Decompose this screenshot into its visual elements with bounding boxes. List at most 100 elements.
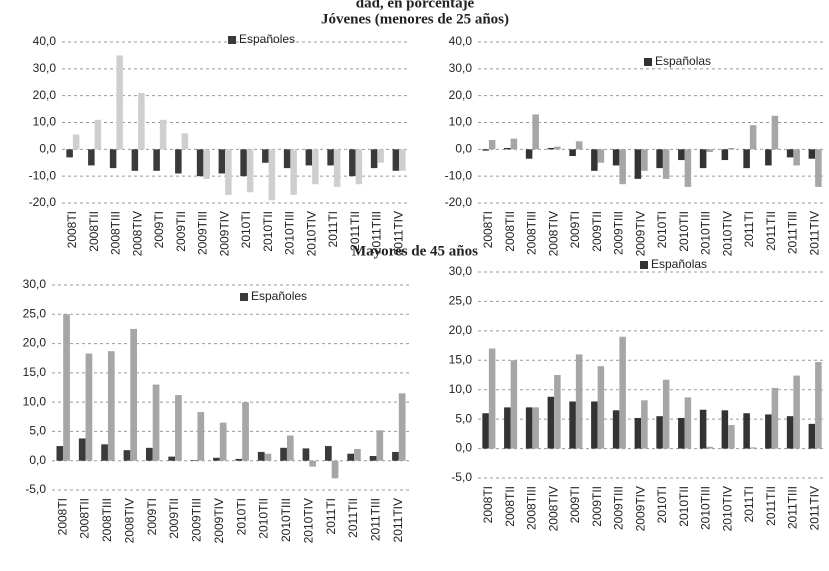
bar: [706, 149, 713, 153]
bar: [196, 149, 204, 177]
bar: [190, 460, 198, 461]
y-tick-label: 25,0: [23, 306, 47, 320]
legend-label: Españoles: [239, 32, 295, 46]
x-tick-label: 2009TII: [174, 211, 188, 252]
bar: [721, 149, 729, 161]
bar: [815, 362, 822, 449]
x-tick-label: 2009TII: [590, 211, 604, 252]
x-tick-label: 2008TIII: [525, 486, 539, 530]
x-tick-label: 2009TIV: [633, 211, 647, 256]
x-tick-label: 2011TIII: [786, 211, 800, 254]
bar: [488, 139, 496, 150]
bar: [376, 430, 384, 461]
bar: [793, 375, 800, 449]
bar: [168, 456, 176, 461]
y-tick-label: 0,0: [29, 453, 46, 467]
bar: [331, 460, 339, 479]
x-tick-label: 2008TII: [503, 211, 517, 252]
bar: [597, 366, 605, 449]
bar: [808, 423, 816, 449]
bar: [591, 149, 598, 171]
x-tick-label: 2009TI: [152, 211, 166, 248]
bar: [333, 149, 341, 187]
y-tick-label: 20,0: [23, 336, 47, 350]
y-tick-label: 10,0: [449, 115, 473, 129]
x-tick-label: 2010TIV: [301, 498, 315, 543]
x-tick-label: 2011TIII: [786, 486, 800, 529]
bar: [815, 149, 822, 187]
x-tick-label: 2011TII: [764, 211, 778, 251]
bar: [175, 149, 182, 174]
bar: [286, 435, 294, 461]
section-title: Mayores de 45 años: [352, 243, 478, 259]
bar: [398, 393, 406, 461]
bar: [488, 348, 496, 449]
x-tick-label: 2008TI: [65, 211, 79, 248]
y-tick-label: -20,0: [29, 195, 57, 209]
bar: [634, 149, 642, 179]
bar: [242, 402, 249, 461]
x-tick-label: 2009TIV: [217, 211, 231, 256]
bar: [547, 147, 555, 150]
y-tick-label: 30,0: [449, 61, 473, 75]
bar: [302, 448, 310, 461]
x-tick-label: 2008TIV: [546, 211, 560, 256]
x-tick-label: 2010TI: [655, 486, 669, 523]
y-tick-label: 40,0: [33, 34, 57, 48]
x-tick-label: 2011TIV: [391, 211, 405, 255]
bar: [123, 450, 131, 461]
y-tick-label: 30,0: [33, 61, 57, 75]
bar: [786, 149, 794, 158]
bar: [305, 149, 313, 166]
bar: [699, 149, 707, 169]
x-tick-label: 2009TI: [145, 498, 159, 535]
bar: [728, 147, 735, 150]
x-tick-label: 2011TII: [348, 211, 362, 251]
bar: [347, 453, 355, 461]
x-tick-label: 2008TIV: [130, 211, 144, 256]
x-tick-label: 2011TIV: [807, 211, 821, 255]
bar: [612, 410, 620, 449]
x-tick-label: 2008TIII: [109, 211, 123, 255]
x-tick-label: 2011TI: [326, 211, 340, 247]
x-tick-label: 2010TIII: [699, 211, 713, 255]
bar: [612, 149, 620, 166]
bar: [591, 401, 598, 449]
legend-swatch: [240, 293, 248, 301]
bar: [786, 416, 794, 449]
section-title: Jóvenes (menores de 25 años): [321, 11, 509, 27]
legend-swatch: [640, 261, 648, 269]
bar: [369, 456, 377, 461]
bar: [656, 149, 663, 169]
bar: [575, 141, 583, 150]
bar: [246, 149, 254, 193]
x-tick-label: 2010TI: [239, 211, 253, 248]
bar: [619, 336, 626, 449]
x-tick-label: 2010TIII: [699, 486, 713, 530]
bar: [107, 351, 115, 461]
y-tick-label: -5,0: [451, 470, 472, 484]
y-tick-label: -10,0: [445, 168, 473, 182]
bar: [309, 460, 317, 467]
bar: [109, 149, 117, 169]
bar: [504, 407, 511, 449]
y-tick-label: 20,0: [33, 88, 57, 102]
bar: [532, 114, 539, 150]
bar: [355, 149, 363, 185]
x-tick-label: 2010TII: [257, 498, 271, 539]
bar: [525, 407, 533, 449]
y-tick-label: -20,0: [445, 195, 473, 209]
x-tick-label: 2010TII: [261, 211, 275, 252]
bar: [268, 149, 276, 201]
x-tick-label: 2008TIII: [525, 211, 539, 255]
x-tick-label: 2010TI: [234, 498, 248, 535]
bar: [641, 400, 648, 449]
bar: [662, 149, 670, 179]
bar: [131, 149, 139, 171]
bar: [94, 119, 102, 150]
bar: [349, 149, 356, 177]
x-tick-label: 2011TI: [742, 486, 756, 522]
bar: [547, 396, 555, 449]
bar: [153, 149, 160, 171]
bar: [554, 375, 561, 449]
